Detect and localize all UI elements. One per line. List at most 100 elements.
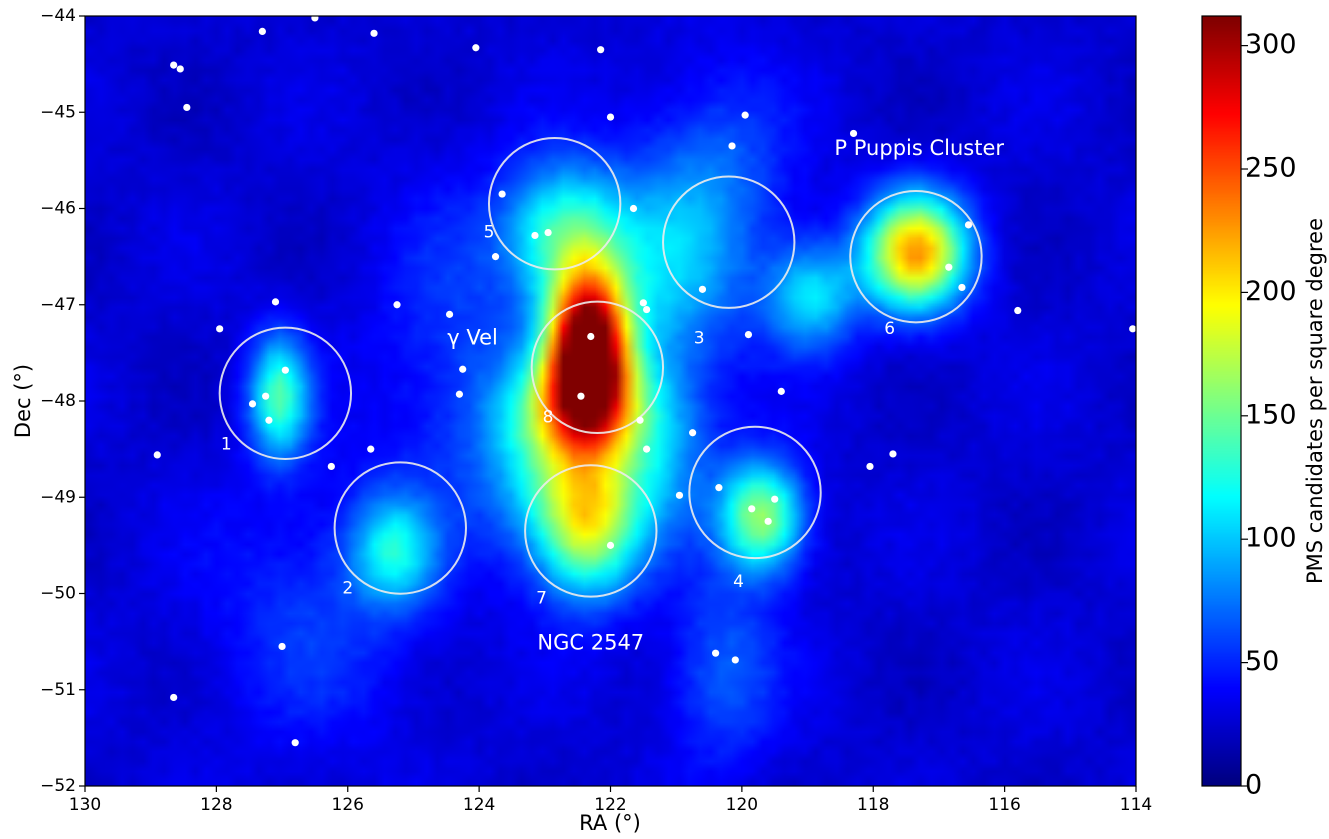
region-label-5: 5 <box>484 223 495 243</box>
star-marker <box>216 325 224 333</box>
star-marker <box>712 649 720 657</box>
star-marker <box>472 44 480 52</box>
star-marker <box>636 416 644 424</box>
star-marker <box>675 491 684 499</box>
region-circle-5 <box>487 137 622 271</box>
colorbar <box>1202 16 1241 786</box>
star-marker <box>281 366 289 374</box>
region-circle-2 <box>333 461 467 595</box>
colorbar-axis: 0 50 100 150 200 250 300 <box>1241 29 1297 801</box>
x-tick-label: 116 <box>988 795 1020 815</box>
region-label-8: 8 <box>543 407 554 427</box>
star-marker <box>689 429 697 437</box>
y-tick-label: −51 <box>40 680 76 700</box>
density-heatmap <box>85 16 1136 786</box>
star-marker <box>889 450 897 458</box>
star-marker <box>311 16 319 22</box>
star-marker <box>544 228 552 237</box>
star-marker <box>271 298 280 306</box>
star-marker <box>498 190 506 198</box>
star-marker <box>764 517 772 525</box>
x-tick-label: 114 <box>1120 795 1152 815</box>
star-marker <box>291 739 299 747</box>
colorbar-frame <box>1201 15 1242 787</box>
region-label-7: 7 <box>536 588 547 608</box>
colorbar-tick-label: 200 <box>1245 276 1297 307</box>
x-tick-label: 118 <box>857 795 889 815</box>
star-marker <box>866 462 874 471</box>
star-marker <box>587 332 595 341</box>
star-marker <box>445 310 454 318</box>
star-marker <box>629 204 638 213</box>
y-tick-label: −44 <box>40 6 76 26</box>
colorbar-tick-label: 150 <box>1245 399 1297 430</box>
y-tick-label: −50 <box>40 584 76 604</box>
region-label-4: 4 <box>733 572 744 592</box>
star-marker <box>393 301 401 309</box>
region-circle-6 <box>849 189 983 324</box>
star-marker <box>459 365 467 373</box>
x-axis-label: RA (°) <box>579 811 641 835</box>
colorbar-label: PMS candidates per square degree <box>1303 218 1327 584</box>
star-marker <box>771 495 779 503</box>
star-marker <box>945 263 953 271</box>
x-tick-label: 128 <box>200 795 232 815</box>
star-marker <box>455 390 464 398</box>
star-marker <box>491 253 500 261</box>
star-marker <box>741 111 749 119</box>
star-marker <box>153 451 161 459</box>
star-marker <box>643 305 651 314</box>
y-tick-label: −47 <box>40 295 76 315</box>
star-marker <box>170 693 178 702</box>
star-marker <box>849 129 858 138</box>
region-label-6: 6 <box>884 319 895 339</box>
annotation-label: γ Vel <box>447 325 498 349</box>
star-marker <box>170 61 178 69</box>
star-marker <box>744 330 753 339</box>
x-tick-label: 120 <box>726 795 758 815</box>
star-marker <box>715 484 723 492</box>
star-marker <box>262 392 270 400</box>
colorbar-tick-label: 0 <box>1245 770 1262 801</box>
region-circle-8 <box>530 300 665 434</box>
star-marker <box>777 387 785 395</box>
colorbar-tick-label: 100 <box>1245 523 1297 554</box>
star-marker <box>606 113 615 121</box>
y-tick-label: −46 <box>40 199 76 219</box>
region-circle-1 <box>218 326 353 460</box>
overlay-layer: 1 2 3 4 5 6 7 8 γ Vel P Puppis Cluster NGC 2547 <box>153 16 1136 747</box>
star-marker <box>958 283 966 292</box>
star-marker <box>183 103 191 112</box>
star-marker <box>643 445 651 453</box>
star-marker <box>1129 325 1136 333</box>
colorbar-tick-label: 50 <box>1245 646 1279 677</box>
star-marker <box>606 541 615 549</box>
star-marker <box>248 400 257 408</box>
star-marker <box>531 231 539 240</box>
axes: 130 128 126 124 122 120 118 116 114−52−51−50−49−… <box>40 6 1152 815</box>
x-tick-label: 130 <box>69 795 101 815</box>
star-marker <box>1014 306 1022 315</box>
star-marker <box>731 656 739 664</box>
star-marker <box>728 142 736 150</box>
y-tick-label: −48 <box>40 391 76 411</box>
star-marker <box>327 462 335 471</box>
star-marker <box>597 46 605 54</box>
star-marker <box>748 505 756 513</box>
region-label-3: 3 <box>694 328 705 348</box>
colorbar-tick-label: 300 <box>1245 29 1297 60</box>
region-label-2: 2 <box>342 579 353 599</box>
annotation-label: P Puppis Cluster <box>834 136 1004 160</box>
y-tick-label: −49 <box>40 487 76 507</box>
region-circle-7 <box>524 464 658 598</box>
y-tick-label: −45 <box>40 102 76 122</box>
star-marker <box>176 65 184 73</box>
y-tick-label: −52 <box>40 776 76 796</box>
star-marker <box>258 27 266 35</box>
annotation-label: NGC 2547 <box>537 631 644 655</box>
star-marker <box>265 416 273 424</box>
region-circle-4 <box>688 425 822 560</box>
star-marker <box>370 29 378 37</box>
star-marker <box>964 221 973 229</box>
